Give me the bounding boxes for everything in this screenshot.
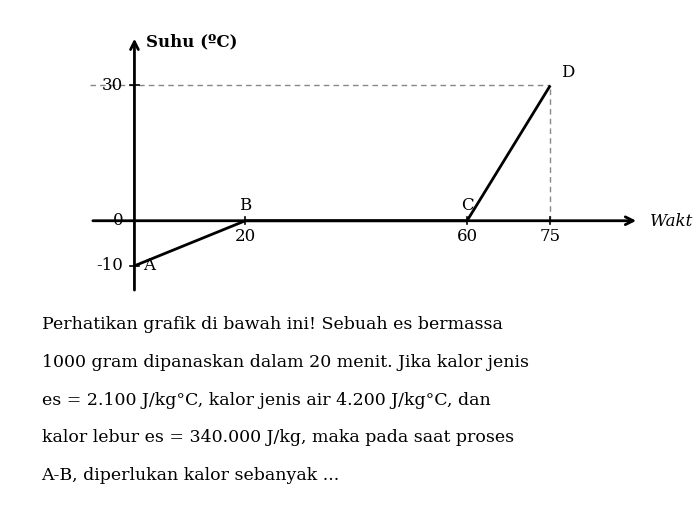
Text: kalor lebur es = 340.000 J/kg, maka pada saat proses: kalor lebur es = 340.000 J/kg, maka pada… <box>42 429 514 447</box>
Text: 0: 0 <box>113 212 123 229</box>
Text: B: B <box>239 197 252 214</box>
Text: C: C <box>461 197 473 214</box>
Text: 60: 60 <box>457 228 477 245</box>
Text: Suhu (ºC): Suhu (ºC) <box>146 33 237 51</box>
Text: Waktu (menit): Waktu (menit) <box>650 212 693 229</box>
Text: A-B, diperlukan kalor sebanyak ...: A-B, diperlukan kalor sebanyak ... <box>42 467 340 484</box>
Text: D: D <box>561 64 574 81</box>
Text: 1000 gram dipanaskan dalam 20 menit. Jika kalor jenis: 1000 gram dipanaskan dalam 20 menit. Jik… <box>42 354 529 371</box>
Text: -10: -10 <box>96 257 123 275</box>
Text: Perhatikan grafik di bawah ini! Sebuah es bermassa: Perhatikan grafik di bawah ini! Sebuah e… <box>42 316 502 334</box>
Text: 30: 30 <box>102 77 123 94</box>
Text: A: A <box>143 257 155 275</box>
Text: es = 2.100 J/kg°C, kalor jenis air 4.200 J/kg°C, dan: es = 2.100 J/kg°C, kalor jenis air 4.200… <box>42 392 491 409</box>
Text: 20: 20 <box>235 228 256 245</box>
Text: 75: 75 <box>540 228 561 245</box>
